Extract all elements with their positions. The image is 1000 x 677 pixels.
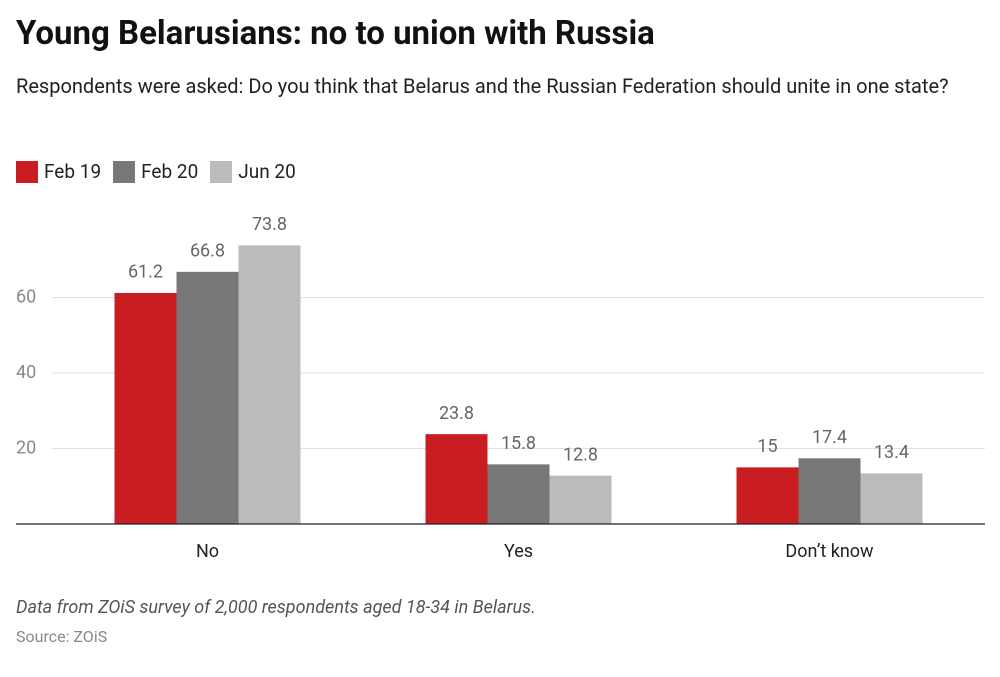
- x-tick-label: No: [196, 541, 219, 562]
- bar: [487, 464, 550, 524]
- legend-swatch: [113, 160, 136, 183]
- value-label: 17.4: [812, 427, 847, 448]
- x-tick-label: Don’t know: [785, 541, 874, 562]
- value-label: 61.2: [128, 262, 163, 283]
- bar: [798, 458, 861, 524]
- legend-swatch: [16, 160, 38, 183]
- y-tick-label: 40: [16, 362, 36, 383]
- legend-label: Feb 19: [44, 160, 102, 183]
- bar: [549, 475, 612, 524]
- value-label: 66.8: [190, 241, 225, 262]
- y-tick-label: 60: [16, 286, 36, 307]
- chart-subtitle: Respondents were asked: Do you think tha…: [16, 74, 949, 98]
- value-label: 15.8: [501, 433, 536, 454]
- value-label: 23.8: [439, 403, 474, 424]
- legend: Feb 19 Feb 20 Jun 20: [16, 160, 296, 183]
- bar: [425, 434, 488, 524]
- legend-swatch: [210, 160, 233, 183]
- x-tick-label: Yes: [504, 541, 533, 562]
- value-label: 15: [757, 436, 777, 457]
- legend-item: Jun 20: [210, 160, 296, 183]
- value-label: 12.8: [563, 444, 598, 465]
- bar: [176, 271, 239, 524]
- y-tick-label: 20: [16, 437, 36, 458]
- bar: [238, 245, 301, 524]
- legend-item: Feb 20: [113, 160, 198, 183]
- legend-label: Feb 20: [141, 160, 199, 183]
- chart-title: Young Belarusians: no to union with Russ…: [16, 14, 655, 53]
- legend-item: Feb 19: [16, 160, 101, 183]
- value-label: 13.4: [874, 442, 909, 463]
- bar: [860, 473, 923, 524]
- footnote: Data from ZOiS survey of 2,000 responden…: [16, 597, 536, 618]
- source: Source: ZOiS: [16, 627, 108, 646]
- value-label: 73.8: [252, 214, 287, 235]
- bar: [114, 292, 177, 524]
- legend-label: Jun 20: [238, 160, 296, 183]
- bar: [736, 467, 799, 524]
